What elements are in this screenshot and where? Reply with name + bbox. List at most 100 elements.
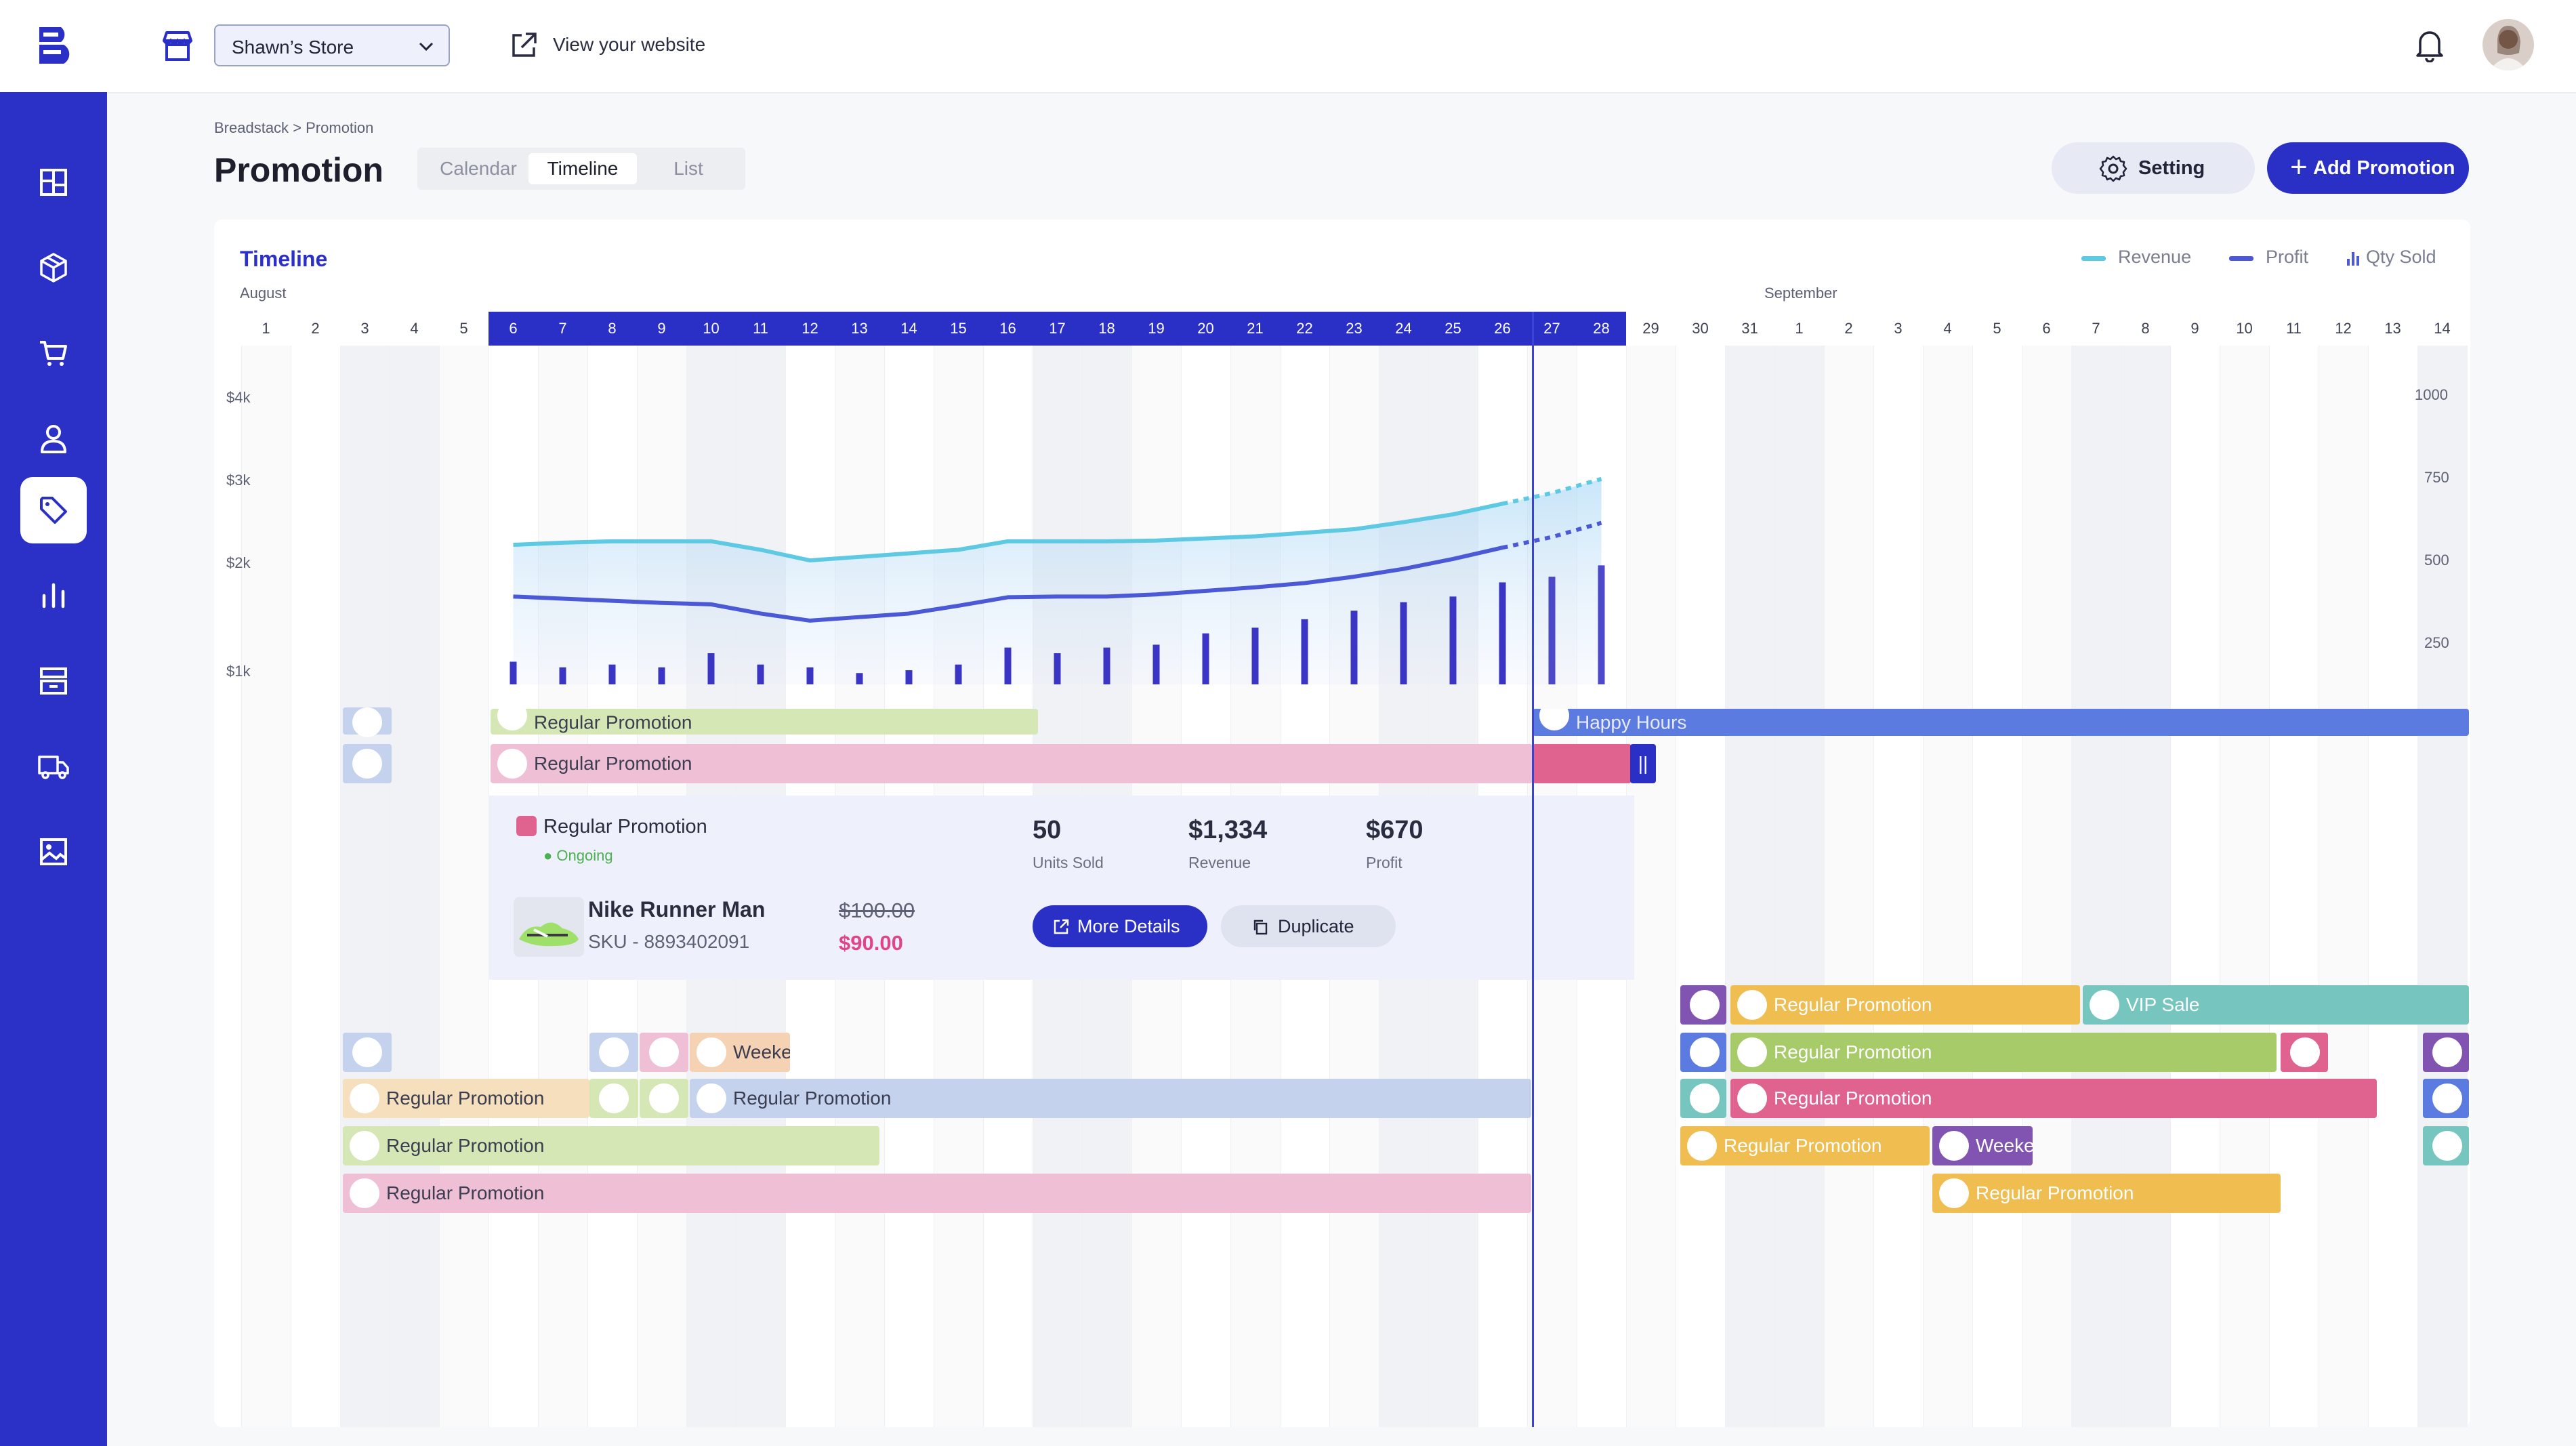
promo-bar-right-r4[interactable]: Regular Promotion bbox=[1680, 1126, 1930, 1165]
promo-bar-right-r2[interactable]: Regular Promotion bbox=[1730, 1033, 2277, 1072]
promo-bar-vip-sale[interactable]: VIP Sale bbox=[2083, 985, 2469, 1025]
date-cell[interactable]: 22 bbox=[1280, 312, 1329, 346]
qty-bar bbox=[1251, 627, 1259, 684]
date-cell[interactable]: 10 bbox=[2236, 320, 2253, 337]
promo-thumb[interactable] bbox=[589, 1079, 638, 1118]
promo-thumb[interactable] bbox=[640, 1079, 688, 1118]
date-cell[interactable]: 8 bbox=[587, 312, 637, 346]
date-cell[interactable]: 14 bbox=[884, 312, 934, 346]
date-cell[interactable]: 13 bbox=[835, 312, 884, 346]
date-cell[interactable]: 7 bbox=[2092, 320, 2100, 337]
duplicate-button[interactable]: Duplicate bbox=[1221, 905, 1396, 947]
user-avatar[interactable] bbox=[2482, 19, 2534, 70]
notification-bell-icon[interactable] bbox=[2413, 27, 2446, 62]
date-cell[interactable]: 19 bbox=[1131, 312, 1181, 346]
date-cell[interactable]: 27 bbox=[1527, 312, 1577, 346]
sidebar-item-orders[interactable] bbox=[20, 320, 87, 386]
tab-list[interactable]: List bbox=[673, 158, 703, 179]
promo-thumb[interactable] bbox=[2423, 1079, 2469, 1118]
resize-handle[interactable]: || bbox=[1630, 744, 1656, 783]
promo-bar-row-a[interactable]: Regular Promotion bbox=[343, 1079, 589, 1118]
tab-calendar[interactable]: Calendar bbox=[440, 158, 517, 179]
date-cell[interactable]: 30 bbox=[1692, 320, 1709, 337]
promo-thumb[interactable] bbox=[1680, 1079, 1726, 1118]
date-cell[interactable]: 3 bbox=[1894, 320, 1903, 337]
promo-thumb[interactable] bbox=[2281, 1033, 2328, 1072]
date-cell[interactable]: 25 bbox=[1428, 312, 1478, 346]
promo-thumb[interactable] bbox=[1680, 985, 1726, 1025]
date-cell[interactable]: 9 bbox=[2190, 320, 2199, 337]
date-cell[interactable]: 12 bbox=[785, 312, 835, 346]
more-details-button[interactable]: More Details bbox=[1033, 905, 1207, 947]
promo-bar-right-weekend[interactable]: Weeke bbox=[1932, 1126, 2033, 1165]
promo-thumb[interactable] bbox=[589, 1033, 638, 1072]
setting-button[interactable]: Setting bbox=[2052, 142, 2255, 194]
date-cell[interactable]: 11 bbox=[736, 312, 785, 346]
date-cell[interactable]: 2 bbox=[1844, 320, 1853, 337]
date-cell[interactable]: 8 bbox=[2141, 320, 2150, 337]
sidebar-item-products[interactable] bbox=[20, 234, 87, 301]
date-cell[interactable]: 21 bbox=[1230, 312, 1280, 346]
date-cell[interactable]: 10 bbox=[686, 312, 736, 346]
promo-bar-row2-active[interactable] bbox=[1533, 744, 1632, 783]
sidebar-item-dashboard[interactable] bbox=[20, 149, 87, 215]
promo-bar-weekend[interactable]: Weeke bbox=[690, 1033, 790, 1072]
date-cell[interactable]: 12 bbox=[2335, 320, 2352, 337]
tab-timeline[interactable]: Timeline bbox=[528, 153, 637, 184]
date-cell[interactable]: 2 bbox=[311, 320, 320, 337]
promo-thumb[interactable] bbox=[343, 744, 392, 783]
date-cell[interactable]: 1 bbox=[262, 320, 270, 337]
promo-thumb[interactable] bbox=[1680, 1033, 1726, 1072]
add-promotion-button[interactable]: + Add Promotion bbox=[2267, 142, 2469, 194]
promo-bar-right-r1[interactable]: Regular Promotion bbox=[1730, 985, 2080, 1025]
promo-thumb[interactable] bbox=[2423, 1033, 2469, 1072]
date-cell[interactable]: 31 bbox=[1741, 320, 1758, 337]
sidebar-item-shipping[interactable] bbox=[20, 733, 87, 800]
promo-bar-row-b[interactable]: Regular Promotion bbox=[343, 1126, 879, 1165]
date-cell[interactable]: 26 bbox=[1478, 312, 1527, 346]
date-cell[interactable]: 5 bbox=[1993, 320, 2001, 337]
date-cell[interactable]: 7 bbox=[538, 312, 587, 346]
breadcrumb[interactable]: Breadstack > Promotion bbox=[214, 119, 374, 136]
sidebar-item-promotions[interactable] bbox=[20, 477, 87, 543]
date-cell[interactable]: 3 bbox=[360, 320, 369, 337]
external-link-icon[interactable] bbox=[510, 31, 538, 60]
promo-thumb[interactable] bbox=[640, 1033, 688, 1072]
promo-thumb[interactable] bbox=[2423, 1126, 2469, 1165]
date-cell[interactable]: 13 bbox=[2384, 320, 2401, 337]
date-cell[interactable]: 14 bbox=[2434, 320, 2451, 337]
promo-bar-right-r3[interactable]: Regular Promotion bbox=[1730, 1079, 2377, 1118]
date-cell[interactable]: 28 bbox=[1577, 312, 1626, 346]
promo-bar-row1[interactable]: Regular Promotion bbox=[491, 709, 1038, 735]
date-cell[interactable]: 16 bbox=[983, 312, 1033, 346]
date-cell[interactable]: 4 bbox=[410, 320, 419, 337]
sidebar-item-customers[interactable] bbox=[20, 405, 87, 472]
date-cell[interactable]: 9 bbox=[637, 312, 686, 346]
date-cell[interactable]: 29 bbox=[1642, 320, 1659, 337]
promo-thumb[interactable] bbox=[343, 707, 392, 737]
breadstack-logo-icon[interactable] bbox=[34, 23, 79, 68]
date-cell[interactable]: 5 bbox=[459, 320, 468, 337]
promo-bar-row-a2[interactable]: Regular Promotion bbox=[690, 1079, 1531, 1118]
date-cell[interactable]: 18 bbox=[1082, 312, 1131, 346]
promo-bar-row-c[interactable]: Regular Promotion bbox=[343, 1174, 1531, 1213]
promo-bar-row2[interactable]: Regular Promotion bbox=[491, 744, 1533, 783]
date-cell[interactable]: 17 bbox=[1033, 312, 1082, 346]
date-cell[interactable]: 4 bbox=[1943, 320, 1952, 337]
store-select[interactable]: Shawn’s Store bbox=[214, 24, 450, 66]
date-cell[interactable]: 23 bbox=[1329, 312, 1379, 346]
sidebar-item-media[interactable] bbox=[20, 819, 87, 885]
sidebar-item-analytics[interactable] bbox=[20, 562, 87, 629]
promo-bar-happy-hours[interactable]: Happy Hours bbox=[1533, 709, 2469, 736]
date-cell[interactable]: 6 bbox=[2042, 320, 2051, 337]
date-cell[interactable]: 24 bbox=[1379, 312, 1428, 346]
date-cell[interactable]: 6 bbox=[489, 312, 538, 346]
promo-bar-right-r5[interactable]: Regular Promotion bbox=[1932, 1174, 2281, 1213]
date-cell[interactable]: 1 bbox=[1795, 320, 1804, 337]
date-cell[interactable]: 11 bbox=[2286, 320, 2302, 337]
view-website-link[interactable]: View your website bbox=[553, 34, 706, 55]
date-cell[interactable]: 15 bbox=[934, 312, 983, 346]
sidebar-item-inventory[interactable] bbox=[20, 648, 87, 714]
promo-thumb[interactable] bbox=[343, 1033, 392, 1072]
date-cell[interactable]: 20 bbox=[1181, 312, 1230, 346]
